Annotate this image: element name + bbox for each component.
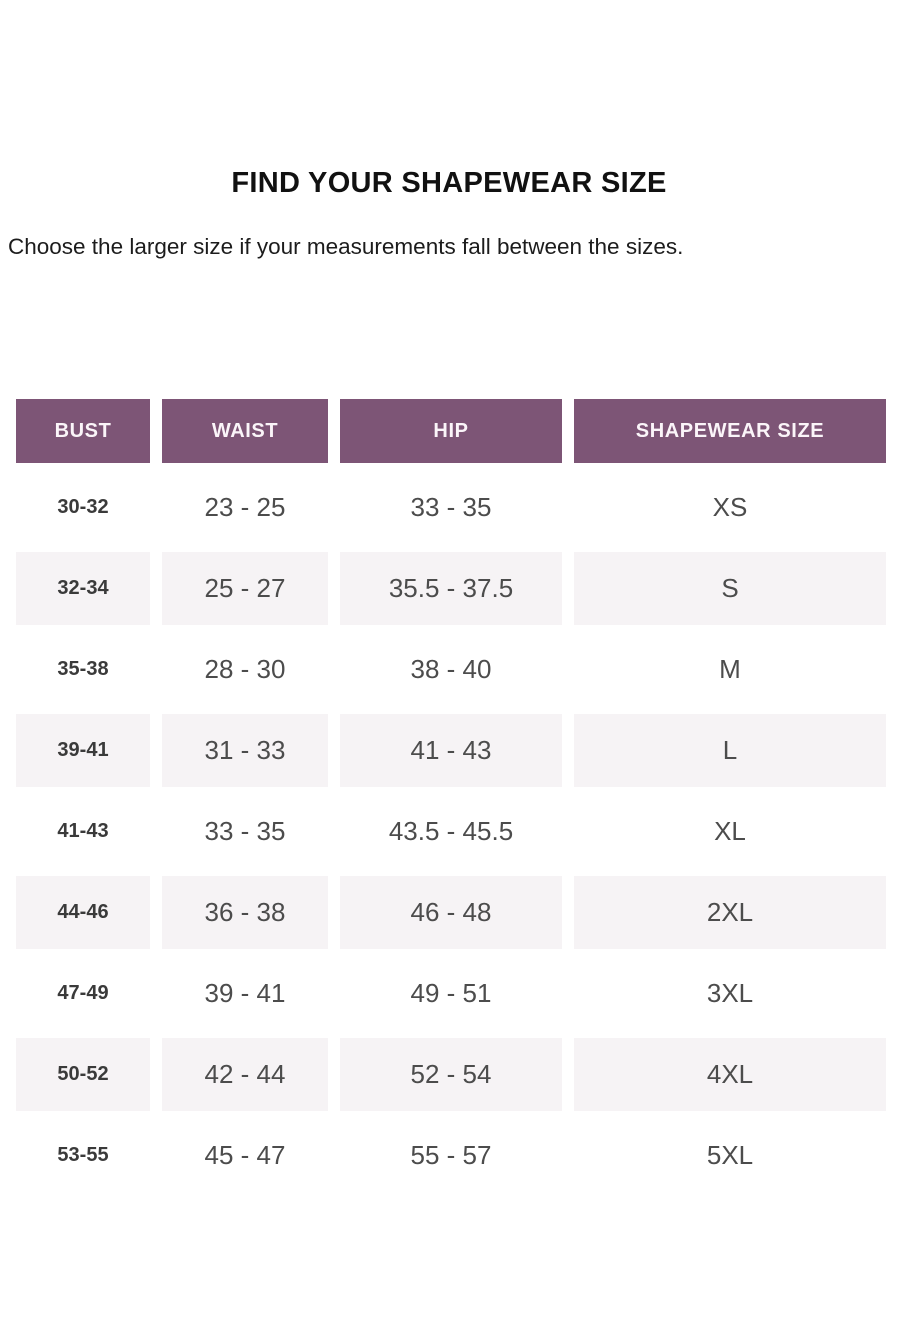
hip-cell: 55 - 57 [410, 1140, 492, 1170]
waist-cell: 39 - 41 [204, 978, 286, 1008]
bust-cell: 53-55 [57, 1144, 109, 1166]
size-cell: XS [712, 492, 748, 522]
table-row-s: 32-34 25 - 27 35.5 - 37.5 S [16, 552, 886, 625]
column-header-hip: HIP [340, 399, 562, 463]
page-title: FIND YOUR SHAPEWEAR SIZE [231, 167, 667, 199]
bust-cell: 30-32 [57, 496, 109, 518]
size-chart-table: BUST WAIST HIP SHAPEWEAR SIZE 30-32 23 -… [0, 399, 898, 1192]
size-cell: 2XL [574, 876, 886, 949]
table-header-row: BUST WAIST HIP SHAPEWEAR SIZE [16, 399, 886, 463]
waist-cell: 25 - 27 [162, 552, 328, 625]
size-cell: 4XL [574, 1038, 886, 1111]
hip-cell: 33 - 35 [410, 492, 492, 522]
hip-cell: 49 - 51 [410, 978, 492, 1008]
size-cell: 5XL [706, 1140, 754, 1170]
hip-cell: 38 - 40 [410, 654, 492, 684]
table-row-m: 35-38 28 - 30 38 - 40 M [16, 633, 886, 706]
table-row-2xl: 44-46 36 - 38 46 - 48 2XL [16, 876, 886, 949]
bust-cell: 50-52 [16, 1038, 150, 1111]
bust-cell: 47-49 [57, 982, 109, 1004]
hip-cell: 43.5 - 45.5 [388, 816, 514, 846]
hip-cell: 35.5 - 37.5 [340, 552, 562, 625]
hip-cell: 46 - 48 [340, 876, 562, 949]
column-header-shapewear-size: SHAPEWEAR SIZE [574, 399, 886, 463]
bust-cell: 35-38 [57, 658, 109, 680]
waist-cell: 33 - 35 [204, 816, 286, 846]
table-row-xl: 41-43 33 - 35 43.5 - 45.5 XL [16, 795, 886, 868]
bust-cell: 44-46 [16, 876, 150, 949]
waist-cell: 31 - 33 [162, 714, 328, 787]
waist-cell: 42 - 44 [162, 1038, 328, 1111]
hip-cell: 52 - 54 [340, 1038, 562, 1111]
table-row-l: 39-41 31 - 33 41 - 43 L [16, 714, 886, 787]
size-cell: 3XL [706, 978, 754, 1008]
column-header-waist: WAIST [162, 399, 328, 463]
table-row-4xl: 50-52 42 - 44 52 - 54 4XL [16, 1038, 886, 1111]
waist-cell: 45 - 47 [204, 1140, 286, 1170]
bust-cell: 41-43 [57, 820, 109, 842]
bust-cell: 32-34 [16, 552, 150, 625]
size-cell: S [574, 552, 886, 625]
size-cell: M [719, 654, 741, 684]
size-cell: L [574, 714, 886, 787]
table-row-5xl: 53-55 45 - 47 55 - 57 5XL [16, 1119, 886, 1192]
size-guide-subtitle: Choose the larger size if your measureme… [8, 234, 684, 259]
waist-cell: 23 - 25 [204, 492, 286, 522]
hip-cell: 41 - 43 [340, 714, 562, 787]
bust-cell: 39-41 [16, 714, 150, 787]
table-row-3xl: 47-49 39 - 41 49 - 51 3XL [16, 957, 886, 1030]
waist-cell: 36 - 38 [162, 876, 328, 949]
waist-cell: 28 - 30 [204, 654, 286, 684]
column-header-bust: BUST [16, 399, 150, 463]
size-cell: XL [714, 816, 746, 846]
table-row-xs: 30-32 23 - 25 33 - 35 XS [16, 471, 886, 544]
